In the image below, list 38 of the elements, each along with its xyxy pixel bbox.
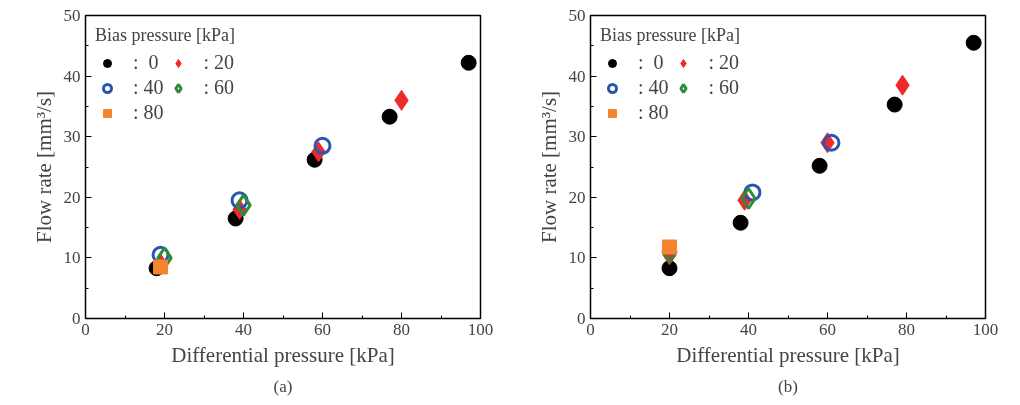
legend-label: : 40 bbox=[133, 76, 164, 99]
x-tick-label: 100 bbox=[467, 319, 494, 339]
x-axis-title: Differential pressure [kPa] bbox=[171, 342, 395, 367]
x-tick-label: 40 bbox=[740, 319, 757, 339]
x-tick-label: 40 bbox=[235, 319, 252, 339]
legend-title: Bias pressure [kPa] bbox=[600, 25, 740, 46]
x-tick-label: 60 bbox=[314, 319, 331, 339]
y-tick-label: 30 bbox=[63, 127, 81, 147]
y-axis-title: Flow rate [mm³/s] bbox=[536, 90, 561, 244]
legend-label: : 0 bbox=[638, 51, 664, 74]
y-tick-label: 40 bbox=[63, 66, 81, 86]
legend-label: : 20 bbox=[203, 51, 235, 74]
legend-label: : 80 bbox=[133, 101, 164, 124]
legend-label: : 80 bbox=[638, 101, 669, 124]
legend-label: : 20 bbox=[708, 51, 740, 74]
y-tick-label: 10 bbox=[568, 248, 586, 268]
y-tick-label: 40 bbox=[568, 66, 586, 86]
y-tick-label: 20 bbox=[568, 187, 586, 207]
y-tick-label: 20 bbox=[63, 187, 81, 207]
x-tick-label: 20 bbox=[661, 319, 678, 339]
x-tick-label: 80 bbox=[898, 319, 915, 339]
y-tick-label: 50 bbox=[63, 6, 81, 25]
x-tick-label: 80 bbox=[393, 319, 410, 339]
y-tick-label: 10 bbox=[63, 248, 81, 268]
y-tick-label: 30 bbox=[568, 127, 586, 147]
x-tick-label: 20 bbox=[156, 319, 173, 339]
legend-label: : 60 bbox=[203, 76, 235, 99]
legend-label: : 40 bbox=[638, 76, 669, 99]
legend-title: Bias pressure [kPa] bbox=[95, 25, 235, 46]
legend-label: : 0 bbox=[133, 51, 159, 74]
text: (a) bbox=[273, 376, 293, 396]
text: (b) bbox=[778, 376, 798, 396]
y-axis-title: Flow rate [mm³/s] bbox=[31, 90, 56, 244]
x-tick-label: 60 bbox=[819, 319, 836, 339]
x-axis-title: Differential pressure [kPa] bbox=[676, 342, 900, 367]
y-tick-label: 50 bbox=[568, 6, 586, 25]
legend-label: : 60 bbox=[708, 76, 740, 99]
x-tick-label: 100 bbox=[972, 319, 999, 339]
